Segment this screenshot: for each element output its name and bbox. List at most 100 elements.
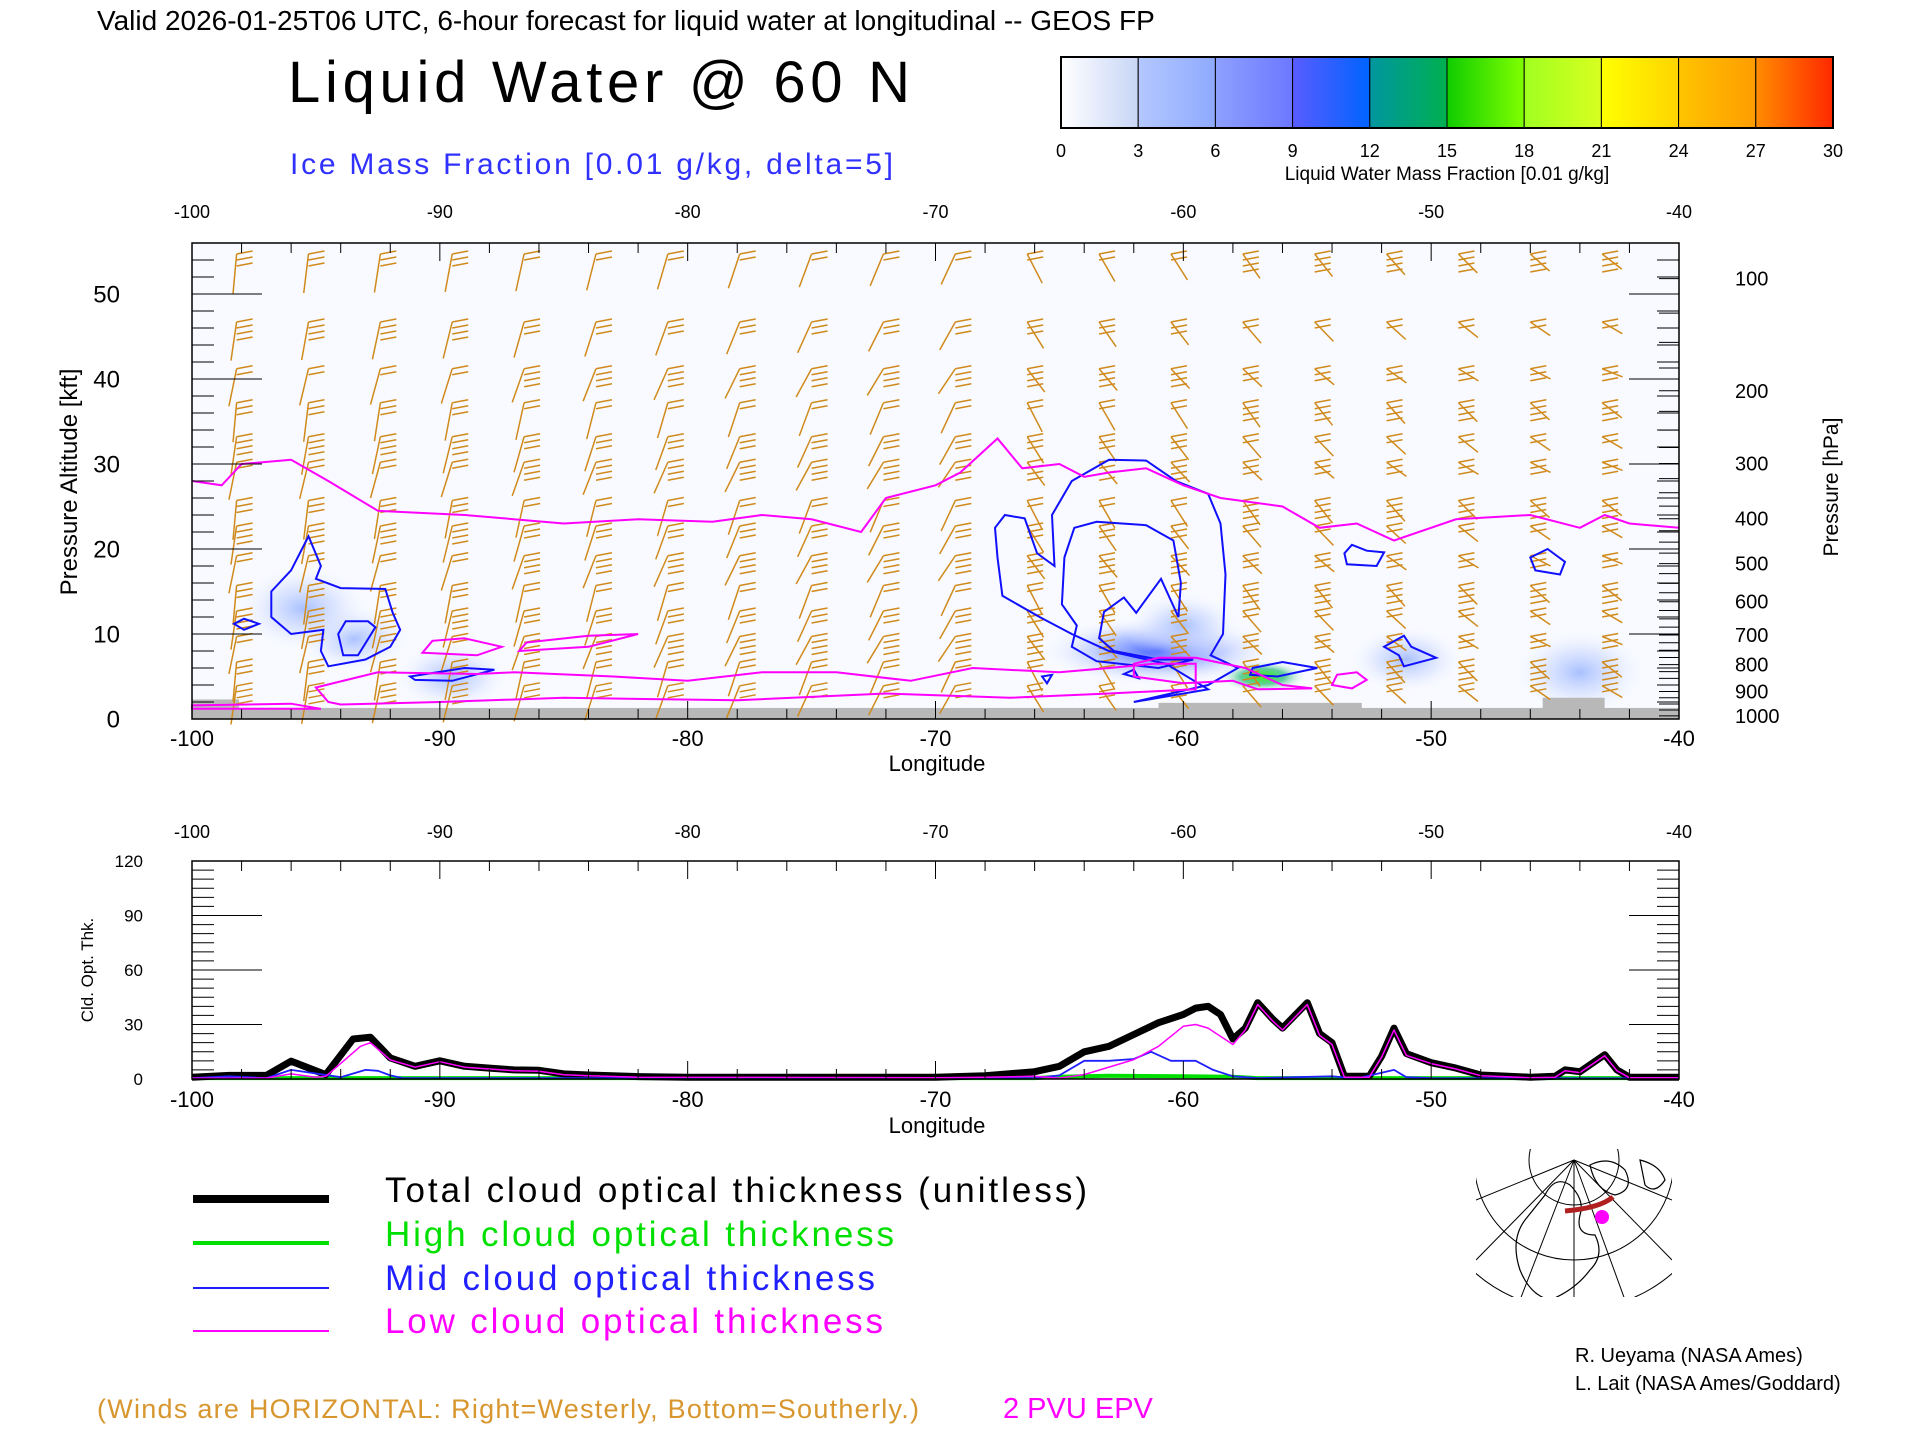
wind-barb-tick bbox=[1530, 464, 1547, 469]
wind-barb-tick bbox=[1530, 587, 1547, 593]
wind-barb-tick bbox=[883, 664, 900, 669]
wind-barb-tick bbox=[523, 458, 541, 463]
ice-contour bbox=[1248, 660, 1318, 678]
wind-barb-staff bbox=[1242, 525, 1262, 548]
wind-barb-tick bbox=[667, 682, 684, 687]
wind-barb-tick bbox=[1602, 324, 1619, 329]
wind-barb-staff bbox=[940, 253, 957, 285]
wind-barb-tick bbox=[955, 439, 972, 444]
wind-barb-tick bbox=[1170, 458, 1188, 463]
wind-barb-tick bbox=[1098, 638, 1116, 644]
wind-barb-tick bbox=[1027, 399, 1044, 404]
wind-barb-tick bbox=[739, 383, 756, 388]
wind-barb-tick bbox=[380, 433, 397, 438]
wind-barb-tick bbox=[1458, 433, 1475, 438]
wind-barb-staff bbox=[1601, 499, 1623, 517]
wind-barb-tick bbox=[667, 587, 684, 593]
wind-barb-tick bbox=[1602, 458, 1619, 463]
wind-barb-staff bbox=[725, 685, 741, 719]
wind-barb-staff bbox=[867, 525, 885, 556]
wind-barb-staff bbox=[866, 461, 885, 490]
wind-barb-tick bbox=[595, 581, 613, 587]
wind-barb-tick bbox=[1458, 593, 1475, 599]
y-tick-label: 10 bbox=[93, 621, 120, 648]
wind-barb-tick bbox=[236, 445, 253, 450]
wind-barb-tick bbox=[1242, 250, 1259, 255]
wind-barb-staff bbox=[1098, 661, 1116, 690]
wind-barb-tick bbox=[452, 682, 469, 687]
wind-barb-tick bbox=[1386, 458, 1403, 463]
pressure-tick-label: 600 bbox=[1735, 592, 1768, 614]
wind-barb-staff bbox=[725, 436, 741, 470]
wind-barb-tick bbox=[1098, 433, 1116, 438]
wind-barb-tick bbox=[236, 587, 253, 593]
wind-barb-tick bbox=[1098, 464, 1116, 469]
wind-barb-staff bbox=[371, 610, 382, 649]
wind-barb-staff bbox=[653, 461, 669, 494]
wind-barb-staff bbox=[1242, 635, 1263, 655]
wind-barb-tick bbox=[739, 250, 756, 255]
wind-barb-tick bbox=[523, 324, 541, 329]
wind-barb-tick bbox=[1027, 250, 1044, 255]
wind-barb-staff bbox=[653, 636, 669, 668]
wind-barb-tick bbox=[1530, 599, 1547, 605]
wind-barb-tick bbox=[236, 411, 253, 416]
wind-barb-staff bbox=[1529, 368, 1551, 380]
ice-contours bbox=[232, 458, 1567, 703]
colorbar-tick-label: 12 bbox=[1360, 141, 1380, 161]
wind-barb-tick bbox=[955, 658, 972, 663]
wind-barb-tick bbox=[667, 694, 684, 699]
wind-barb-staff bbox=[511, 555, 525, 590]
wind-barb-staff bbox=[1529, 436, 1551, 452]
wind-barb-tick bbox=[1602, 676, 1619, 681]
wind-barb-staff bbox=[584, 610, 597, 646]
wind-barb-staff bbox=[298, 555, 310, 593]
wind-barb-tick bbox=[955, 365, 972, 370]
wind-barb-staff bbox=[1601, 402, 1623, 419]
wind-barb-tick bbox=[1027, 688, 1044, 693]
wind-barb-staff bbox=[1242, 253, 1261, 279]
wind-barb-tick bbox=[1242, 613, 1259, 618]
wind-barb-tick bbox=[883, 650, 900, 656]
wind-barb-staff bbox=[228, 462, 238, 500]
wind-barb-tick bbox=[236, 534, 253, 539]
wind-barb-tick bbox=[236, 371, 253, 376]
wind-barb-tick bbox=[595, 318, 613, 323]
wind-barb-tick bbox=[1027, 581, 1044, 587]
colorbar-tick-label: 0 bbox=[1056, 141, 1066, 161]
wind-barb-tick bbox=[955, 688, 972, 693]
wind-barb-tick bbox=[236, 451, 253, 456]
wind-barb-tick bbox=[308, 250, 325, 255]
wind-barb-tick bbox=[1314, 417, 1331, 422]
wind-barb-tick bbox=[1027, 534, 1044, 539]
wind-barb-staff bbox=[866, 368, 885, 396]
wind-barb-staff bbox=[1386, 555, 1407, 571]
wind-barb-tick bbox=[739, 476, 756, 481]
wind-barb-staff bbox=[1026, 610, 1045, 638]
wind-barb-tick bbox=[380, 658, 397, 663]
wind-barb-tick bbox=[739, 445, 756, 450]
wind-barb-tick bbox=[1386, 587, 1403, 593]
wind-barb-tick bbox=[523, 377, 541, 382]
wind-barb-tick bbox=[1242, 593, 1259, 599]
colorbar-label: Liquid Water Mass Fraction [0.01 g/kg] bbox=[1285, 164, 1610, 185]
wind-barb-tick bbox=[523, 405, 541, 410]
wind-barb-tick bbox=[236, 688, 253, 693]
wind-barb-tick bbox=[380, 502, 397, 508]
wind-barb-tick bbox=[1242, 522, 1259, 527]
wind-barb-tick bbox=[667, 570, 684, 575]
wind-barb-tick bbox=[308, 365, 325, 370]
wind-barb-tick bbox=[1530, 664, 1547, 669]
wind-barb-tick bbox=[883, 607, 900, 612]
wind-barb-tick bbox=[883, 502, 900, 508]
wind-barb-tick bbox=[739, 433, 756, 438]
colorbar-tick-label: 15 bbox=[1437, 141, 1457, 161]
ice-contour bbox=[407, 666, 495, 682]
wind-barb-tick bbox=[955, 570, 972, 575]
wind-barb-tick bbox=[523, 632, 541, 638]
wind-barb-tick bbox=[1170, 619, 1188, 624]
wind-barb-staff bbox=[1529, 555, 1551, 567]
wind-barb-tick bbox=[883, 377, 900, 382]
wind-barb-staff bbox=[369, 462, 382, 499]
wind-barb-tick bbox=[1314, 371, 1331, 376]
